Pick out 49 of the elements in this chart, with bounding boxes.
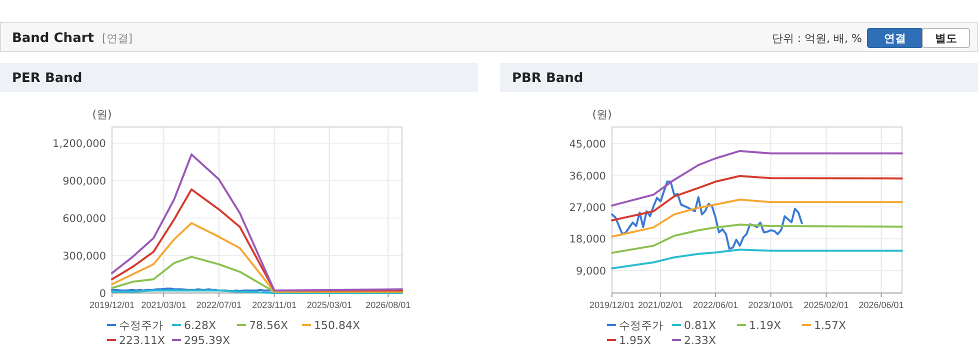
y-tick-label: 0 xyxy=(99,288,106,300)
y-axis-title: (원) xyxy=(592,108,612,121)
legend-label: 2.33X xyxy=(684,334,716,347)
y-tick-label: 36,000 xyxy=(569,170,606,182)
legend-label: 1.19X xyxy=(749,319,782,332)
x-tick-label: 2022/07/01 xyxy=(196,300,242,310)
y-tick-label: 18,000 xyxy=(569,234,606,246)
text: 단위 : 억원, 배, % xyxy=(772,32,862,45)
x-tick-label: 2025/02/01 xyxy=(804,300,849,310)
legend-label: 0.81X xyxy=(684,319,716,332)
y-tick-label: 300,000 xyxy=(62,250,106,263)
x-tick-label: 2021/02/01 xyxy=(638,300,684,310)
y-tick-label: 1,200,000 xyxy=(52,138,106,150)
chart-title: PBR Band xyxy=(512,71,584,86)
y-tick-label: 900,000 xyxy=(62,176,106,188)
y-axis-title: (원) xyxy=(92,108,112,121)
x-tick-label: 2021/03/01 xyxy=(141,300,186,310)
legend-label: 78.56X xyxy=(249,319,288,332)
line-series xyxy=(611,224,903,254)
legend-label: 150.84X xyxy=(314,319,360,332)
line-series xyxy=(611,180,803,250)
y-tick-label: 600,000 xyxy=(62,213,106,226)
line-series xyxy=(611,174,903,222)
line-series xyxy=(611,198,903,238)
x-tick-label: 2023/10/01 xyxy=(748,300,794,310)
x-tick-label: 2019/12/01 xyxy=(589,300,635,310)
text: 별도 xyxy=(935,32,957,45)
legend-label: 1.57X xyxy=(814,319,846,332)
legend-label: 수정주가 xyxy=(119,319,163,332)
legend-label: 295.39X xyxy=(184,334,230,347)
x-tick-label: 2026/08/01 xyxy=(366,300,411,310)
legend-label: 수정주가 xyxy=(619,319,663,332)
x-tick-label: 2023/11/01 xyxy=(252,300,296,310)
legend-label: 1.95X xyxy=(619,334,652,347)
x-tick-label: 2019/12/01 xyxy=(89,300,135,310)
text: [연결] xyxy=(102,32,133,45)
legend-label: 223.11X xyxy=(119,334,166,347)
y-tick-label: 9,000 xyxy=(576,265,606,278)
line-series xyxy=(611,150,903,207)
x-tick-label: 2025/03/01 xyxy=(306,300,352,310)
y-tick-label: 27,000 xyxy=(569,202,606,214)
y-tick-label: 45,000 xyxy=(569,138,606,151)
x-tick-label: 2026/06/01 xyxy=(858,300,904,310)
x-tick-label: 2022/06/01 xyxy=(693,300,738,310)
line-series xyxy=(611,248,903,270)
text: 연결 xyxy=(884,32,906,45)
legend-label: 6.28X xyxy=(184,319,216,332)
chart-title: PER Band xyxy=(12,71,82,86)
text: Band Chart xyxy=(12,31,94,46)
